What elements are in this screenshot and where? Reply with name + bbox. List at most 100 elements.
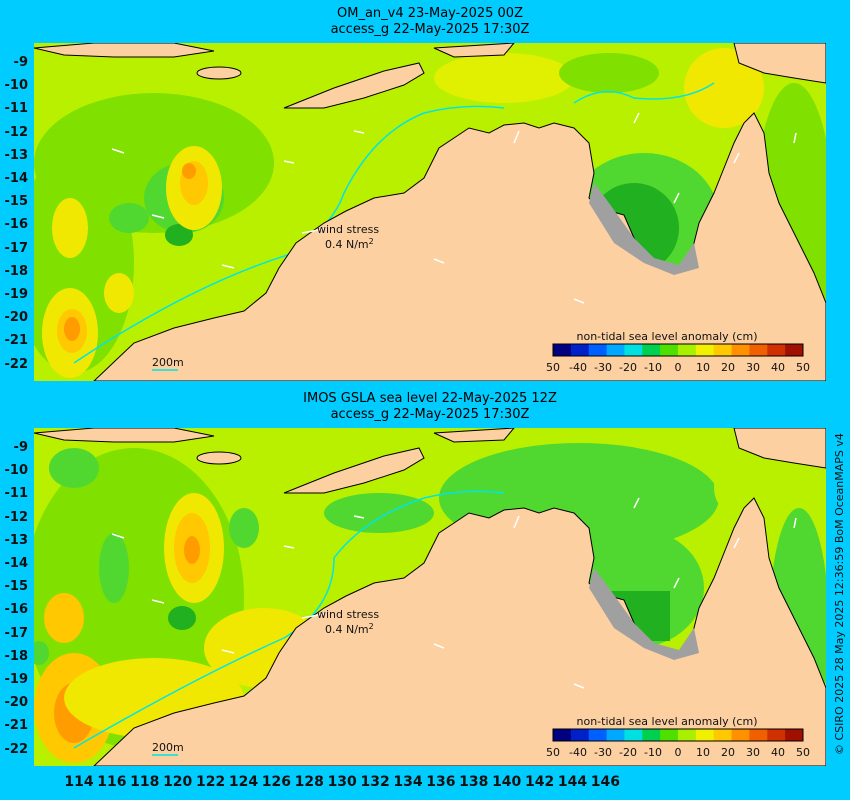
colorbar-ticks: 50 -40 -30 -20 -10 0 10 20 30 40 50 bbox=[546, 746, 810, 759]
australia-mainland bbox=[93, 112, 826, 381]
latitude-label: -13 bbox=[4, 532, 29, 548]
colorbar-swatch bbox=[588, 344, 608, 356]
colorbar-tick-label: 50 bbox=[546, 361, 560, 374]
map-panel-forecast[interactable]: wind stress 0.4 N/m2 200m non-tidal sea … bbox=[34, 43, 826, 381]
colorbar-tick-label: 50 bbox=[796, 746, 810, 759]
anomaly-patch bbox=[324, 493, 434, 533]
longitude-label: 126 bbox=[261, 774, 291, 790]
sea-level-map-observed: wind stress 0.4 N/m2 200m non-tidal sea … bbox=[34, 428, 826, 766]
latitude-label: -16 bbox=[4, 602, 29, 618]
colorbar-border bbox=[552, 343, 804, 357]
colorbar-swatch bbox=[767, 729, 786, 741]
latitude-label: -20 bbox=[4, 695, 29, 711]
latitude-label: -22 bbox=[4, 741, 29, 757]
colorbar-tick-label: 0 bbox=[675, 361, 682, 374]
colorbar-tick-label: -40 bbox=[569, 361, 587, 374]
colorbar-tick-label: 20 bbox=[721, 361, 735, 374]
colorbar-swatch bbox=[606, 729, 625, 741]
colorbar-tick-label: 50 bbox=[546, 746, 560, 759]
longitude-label: 120 bbox=[163, 774, 193, 790]
longitude-label: 138 bbox=[459, 774, 489, 790]
wind-stress-value: 0.4 N/m2 bbox=[325, 622, 374, 636]
colorbar-swatch bbox=[606, 344, 625, 356]
colorbar-swatch bbox=[731, 344, 750, 356]
latitude-label: -9 bbox=[13, 55, 28, 70]
colorbar-tick-label: 50 bbox=[796, 361, 810, 374]
colorbar-title: non-tidal sea level anomaly (cm) bbox=[577, 715, 758, 728]
tanimbar-islands bbox=[433, 428, 515, 443]
wind-stress-value: 0.4 N/m2 bbox=[325, 237, 374, 251]
latitude-label: -21 bbox=[4, 718, 29, 734]
anomaly-patch bbox=[165, 224, 193, 246]
gulf-shelf bbox=[589, 568, 699, 660]
colorbar-swatch bbox=[678, 729, 697, 741]
colorbar-swatch bbox=[642, 729, 661, 741]
wind-stress-arrows bbox=[111, 112, 797, 304]
latitude-label: -16 bbox=[4, 217, 29, 233]
latitude-label: -10 bbox=[4, 78, 29, 94]
anomaly-patch bbox=[714, 458, 774, 518]
colorbar-tick-label: -20 bbox=[619, 746, 637, 759]
colorbar-swatch bbox=[749, 729, 768, 741]
longitude-label: 130 bbox=[327, 774, 357, 790]
latitude-label: -19 bbox=[4, 672, 29, 687]
anomaly-patch bbox=[229, 508, 259, 548]
depth-contour-label: 200m bbox=[152, 356, 184, 369]
longitude-label: 118 bbox=[130, 774, 160, 790]
longitude-label: 132 bbox=[360, 774, 390, 790]
longitude-label: 140 bbox=[492, 774, 522, 790]
colorbar-swatch bbox=[767, 344, 786, 356]
anomaly-patch bbox=[559, 53, 659, 93]
longitude-label: 136 bbox=[426, 774, 456, 790]
anomaly-patch bbox=[49, 448, 99, 488]
colorbar-ticks: 50 -40 -30 -20 -10 0 10 20 30 40 50 bbox=[546, 361, 810, 374]
colorbar-tick-label: 10 bbox=[696, 361, 710, 374]
colorbar-swatch bbox=[624, 729, 643, 741]
longitude-label: 114 bbox=[64, 774, 94, 790]
colorbar-tick-label: -10 bbox=[644, 361, 662, 374]
depth-contour-label: 200m bbox=[152, 741, 184, 754]
colorbar-swatch bbox=[660, 344, 679, 356]
colorbar-swatch bbox=[570, 729, 590, 741]
wind-stress-arrows bbox=[111, 497, 797, 689]
colorbar-swatch bbox=[660, 729, 679, 741]
latitude-label: -21 bbox=[4, 333, 29, 349]
wind-stress-reference-arrow bbox=[301, 228, 325, 234]
anomaly-patch bbox=[64, 317, 80, 341]
panel2-title-line1: IMOS GSLA sea level 22-May-2025 12Z bbox=[303, 391, 557, 406]
latitude-label: -12 bbox=[4, 124, 29, 140]
latitude-label: -13 bbox=[4, 147, 29, 163]
anomaly-patch bbox=[34, 641, 49, 665]
colorbar-swatch bbox=[785, 729, 804, 741]
latitude-label: -12 bbox=[4, 509, 29, 525]
anomaly-patch bbox=[104, 273, 134, 313]
sumba-island bbox=[196, 451, 242, 465]
anomaly-patch bbox=[52, 198, 88, 258]
latitude-label: -19 bbox=[4, 287, 29, 302]
latitude-label: -15 bbox=[4, 194, 29, 210]
colorbar-swatch bbox=[570, 344, 590, 356]
anomaly-patch bbox=[44, 593, 84, 643]
tanimbar-islands bbox=[433, 43, 515, 58]
timor-island bbox=[283, 62, 425, 109]
lesser-sunda-islands bbox=[34, 428, 215, 443]
panel1-title-line1: OM_an_v4 23-May-2025 00Z bbox=[337, 6, 523, 21]
latitude-label: -9 bbox=[13, 440, 28, 455]
colorbar-swatch bbox=[553, 729, 572, 741]
panel1-title-line2: access_g 22-May-2025 17:30Z bbox=[330, 22, 530, 37]
latitude-label: -17 bbox=[4, 240, 29, 256]
latitude-label: -17 bbox=[4, 625, 29, 641]
colorbar-tick-label: 40 bbox=[771, 361, 785, 374]
latitude-label: -15 bbox=[4, 579, 29, 595]
colorbar-tick-label: -40 bbox=[569, 746, 587, 759]
colorbar-tick-label: 10 bbox=[696, 746, 710, 759]
colorbar-swatch bbox=[713, 729, 733, 741]
colorbar-border bbox=[552, 728, 804, 742]
colorbar-swatch bbox=[642, 344, 661, 356]
latitude-label: -14 bbox=[4, 556, 29, 571]
latitude-label: -20 bbox=[4, 310, 29, 326]
colorbar-tick-label: -10 bbox=[644, 746, 662, 759]
map-panel-observed[interactable]: wind stress 0.4 N/m2 200m non-tidal sea … bbox=[34, 428, 826, 766]
anomaly-patch bbox=[684, 48, 764, 128]
colorbar-tick-label: 40 bbox=[771, 746, 785, 759]
